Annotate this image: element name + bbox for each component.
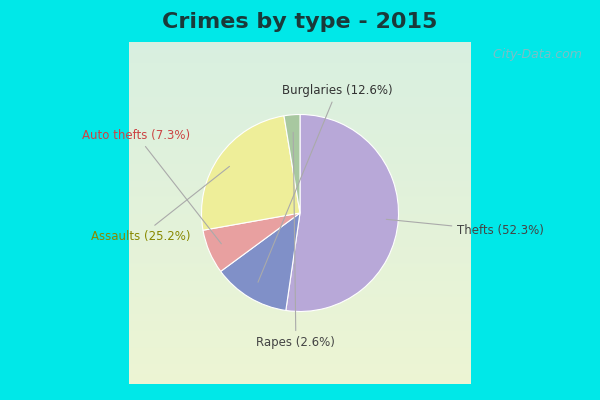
Text: City-Data.com: City-Data.com	[485, 48, 582, 61]
Text: Burglaries (12.6%): Burglaries (12.6%)	[258, 84, 392, 282]
Wedge shape	[202, 116, 300, 230]
Text: Assaults (25.2%): Assaults (25.2%)	[91, 166, 229, 243]
Text: Rapes (2.6%): Rapes (2.6%)	[256, 132, 335, 349]
Wedge shape	[203, 213, 300, 271]
Text: Crimes by type - 2015: Crimes by type - 2015	[163, 12, 437, 32]
Wedge shape	[221, 213, 300, 310]
Text: Thefts (52.3%): Thefts (52.3%)	[386, 219, 544, 237]
Wedge shape	[286, 114, 398, 312]
Wedge shape	[284, 114, 300, 213]
Text: Auto thefts (7.3%): Auto thefts (7.3%)	[82, 128, 221, 244]
